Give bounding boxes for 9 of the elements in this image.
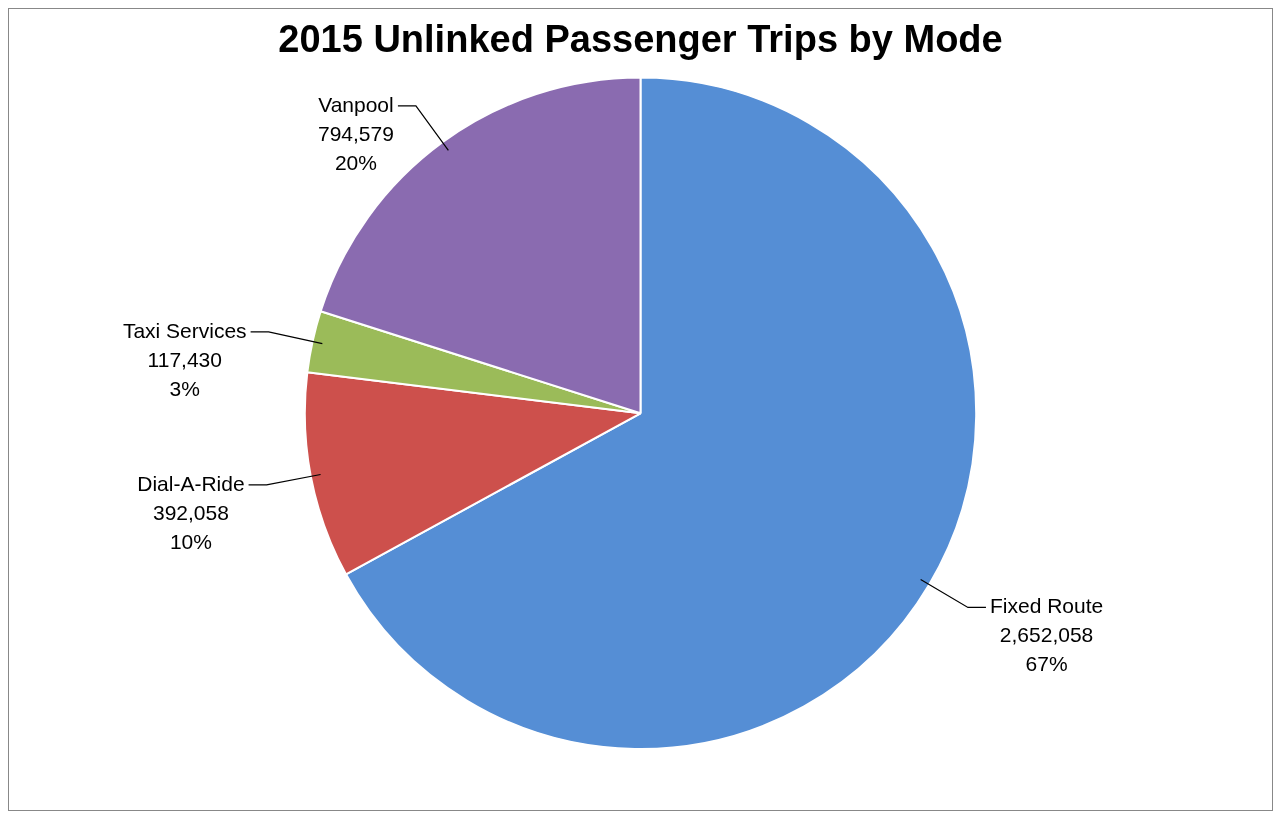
slice-label: Vanpool	[318, 92, 394, 116]
data-label: 392,058 10%	[152, 500, 229, 553]
slice-label: Dial-A-Ride	[137, 471, 245, 495]
data-label: 2,652,058 67%	[999, 623, 1094, 676]
slice-label: Taxi Services	[122, 318, 247, 342]
data-label: 117,430 3%	[147, 347, 222, 400]
chart-title: 2015 Unlinked Passenger Trips by Mode	[278, 18, 1003, 61]
slice-label: Fixed Route	[989, 594, 1104, 618]
data-label: 794,579 20%	[317, 121, 394, 174]
